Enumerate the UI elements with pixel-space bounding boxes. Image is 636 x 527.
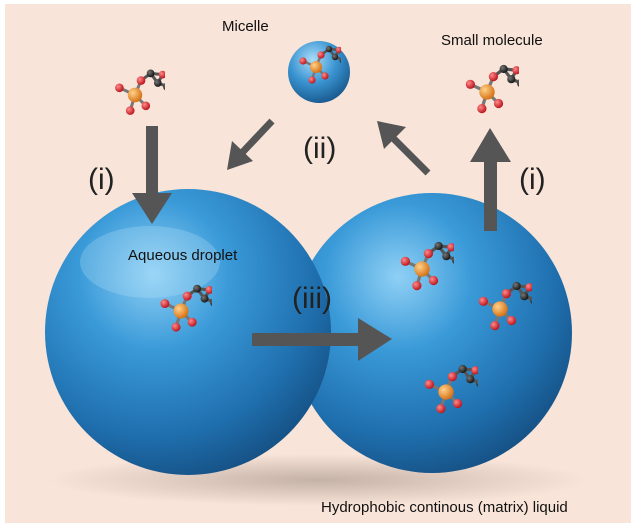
arrow-to-micelle: [377, 121, 431, 176]
step-ii-label: (ii): [303, 132, 337, 165]
small-molecule-top-left: [113, 68, 165, 117]
left-aqueous-droplet: [45, 189, 331, 475]
step-i-right-label: (i): [519, 163, 546, 196]
matrix-liquid-label: Hydrophobic continous (matrix) liquid: [321, 499, 568, 516]
arrow-step-iii: [252, 318, 392, 361]
step-iii-label: (iii): [292, 282, 332, 315]
step-i-left-label: (i): [88, 163, 115, 196]
droplet-highlight: [80, 226, 220, 298]
small-molecule-top-right: [464, 63, 519, 115]
arrow-step-i-up: [470, 128, 511, 231]
micelle-label: Micelle: [222, 18, 269, 35]
right-aqueous-droplet: [292, 193, 572, 473]
arrow-micelle-to-droplet: [227, 118, 275, 170]
small-molecule-label: Small molecule: [441, 32, 543, 49]
aqueous-droplet-label: Aqueous droplet: [128, 247, 238, 264]
arrow-step-i-down: [132, 126, 172, 224]
